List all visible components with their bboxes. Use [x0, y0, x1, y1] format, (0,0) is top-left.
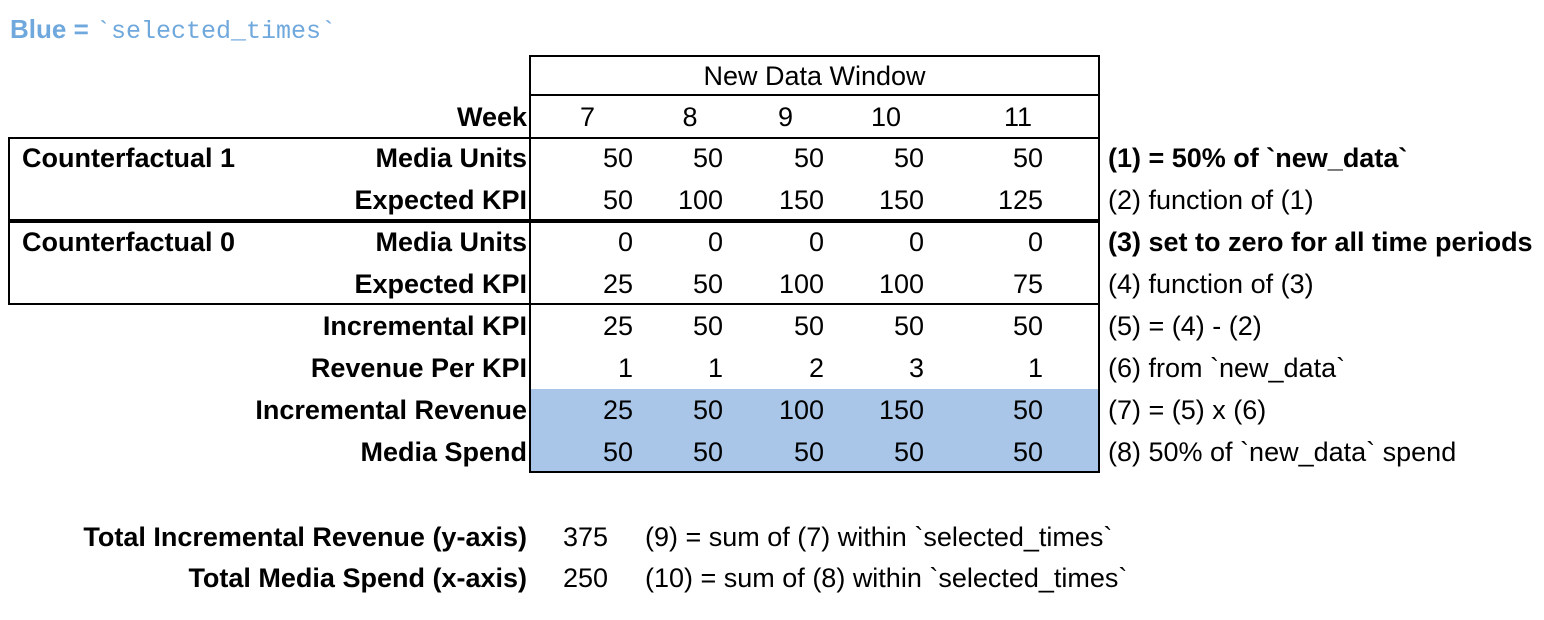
- cell-value: 25: [602, 395, 633, 425]
- cell-value: 50: [602, 437, 633, 467]
- cell-value: 50: [692, 395, 723, 425]
- cell-value: 0: [908, 227, 924, 257]
- row-annotation: (4) function of (3): [1108, 269, 1314, 299]
- cell-value: 150: [878, 185, 924, 215]
- cell-value: 50: [692, 311, 723, 341]
- cell-value: 50: [1012, 143, 1043, 173]
- cell-value: 1: [707, 353, 723, 383]
- table-row-expected-kpi-cf0: Expected KPI 25 50 100 100 75 (4) functi…: [0, 263, 1544, 305]
- cell-value: 0: [707, 227, 723, 257]
- cell-value: 50: [692, 143, 723, 173]
- row-annotation: (3) set to zero for all time periods: [1108, 227, 1533, 257]
- total-annotation: (10) = sum of (8) within `selected_times…: [645, 563, 1128, 593]
- cell-value: 25: [602, 269, 633, 299]
- row-label: Media Units: [375, 143, 527, 173]
- cell-value: 150: [778, 185, 824, 215]
- cell-value: 50: [1012, 311, 1043, 341]
- week-value: 7: [579, 102, 596, 132]
- cell-value: 50: [692, 437, 723, 467]
- cell-value: 50: [893, 437, 924, 467]
- cell-value: 50: [1012, 437, 1043, 467]
- row-label: Expected KPI: [354, 269, 527, 299]
- total-label: Total Media Spend (x-axis): [188, 563, 527, 593]
- cell-value: 50: [602, 185, 633, 215]
- table-row-media-spend: Media Spend 50 50 50 50 50 (8) 50% of `n…: [0, 431, 1544, 473]
- table-row-media-units-cf1: Media Units 50 50 50 50 50 (1) = 50% of …: [0, 137, 1544, 179]
- new-data-window-header: New Data Window: [529, 55, 1100, 96]
- total-annotation: (9) = sum of (7) within `selected_times`: [645, 522, 1113, 552]
- cell-value: 150: [878, 395, 924, 425]
- cell-value: 50: [793, 311, 824, 341]
- week-row-label: Week: [456, 102, 527, 132]
- cell-value: 50: [692, 269, 723, 299]
- total-incremental-revenue-row: Total Incremental Revenue (y-axis) 375 (…: [0, 522, 1544, 552]
- table-row-revenue-per-kpi: Revenue Per KPI 1 1 2 3 1 (6) from `new_…: [0, 347, 1544, 389]
- row-annotation: (2) function of (1): [1108, 185, 1314, 215]
- table-left-data-border: [529, 55, 531, 473]
- cell-value: 0: [617, 227, 633, 257]
- cell-value: 50: [793, 437, 824, 467]
- row-label: Expected KPI: [354, 185, 527, 215]
- week-row: Week 7 8 9 10 11: [0, 96, 1544, 138]
- total-value: 375: [563, 522, 609, 552]
- counterfactual-1-label: Counterfactual 1: [22, 143, 236, 173]
- cell-value: 100: [778, 395, 824, 425]
- cell-value: 0: [808, 227, 824, 257]
- week-value: 11: [1003, 102, 1033, 132]
- cell-value: 100: [878, 269, 924, 299]
- table-bottom-border: [529, 471, 1100, 473]
- row-label: Incremental KPI: [322, 311, 527, 341]
- row-label: Media Units: [375, 227, 527, 257]
- cell-value: 25: [602, 311, 633, 341]
- table-row-expected-kpi-cf1: Expected KPI 50 100 150 150 125 (2) func…: [0, 179, 1544, 221]
- table-row-media-units-cf0: Media Units 0 0 0 0 0 (3) set to zero fo…: [0, 221, 1544, 263]
- row-label: Revenue Per KPI: [310, 353, 527, 383]
- selected-times-highlight: [531, 389, 1098, 471]
- cell-value: 1: [617, 353, 633, 383]
- cell-value: 50: [602, 143, 633, 173]
- cell-value: 75: [1012, 269, 1043, 299]
- week-value: 9: [777, 102, 794, 132]
- row-annotation: (7) = (5) x (6): [1108, 395, 1267, 425]
- row-annotation: (8) 50% of `new_data` spend: [1108, 437, 1457, 467]
- row-label: Incremental Revenue: [255, 395, 527, 425]
- cell-value: 125: [997, 185, 1043, 215]
- table-row-incremental-kpi: Incremental KPI 25 50 50 50 50 (5) = (4)…: [0, 305, 1544, 347]
- row-annotation: (6) from `new_data`: [1108, 353, 1346, 383]
- legend-code: `selected_times`: [95, 17, 337, 46]
- legend: Blue = `selected_times`: [10, 14, 336, 47]
- cell-value: 50: [1012, 395, 1043, 425]
- total-value: 250: [563, 563, 609, 593]
- week-value: 10: [870, 102, 902, 132]
- cell-value: 2: [808, 353, 824, 383]
- cell-value: 50: [893, 311, 924, 341]
- total-label: Total Incremental Revenue (y-axis): [83, 522, 527, 552]
- cell-value: 50: [793, 143, 824, 173]
- cell-value: 1: [1027, 353, 1043, 383]
- table-right-border: [1098, 55, 1100, 473]
- cell-value: 50: [893, 143, 924, 173]
- cell-value: 100: [677, 185, 723, 215]
- row-label: Media Spend: [360, 437, 527, 467]
- cell-value: 100: [778, 269, 824, 299]
- row-annotation: (1) = 50% of `new_data`: [1108, 143, 1408, 173]
- total-media-spend-row: Total Media Spend (x-axis) 250 (10) = su…: [0, 563, 1544, 593]
- legend-label: Blue =: [10, 14, 96, 44]
- cell-value: 0: [1027, 227, 1043, 257]
- row-annotation: (5) = (4) - (2): [1108, 311, 1262, 341]
- week-value: 8: [682, 102, 698, 132]
- table-row-incremental-revenue: Incremental Revenue 25 50 100 150 50 (7)…: [0, 389, 1544, 431]
- counterfactual-0-label: Counterfactual 0: [22, 227, 236, 257]
- cell-value: 3: [908, 353, 924, 383]
